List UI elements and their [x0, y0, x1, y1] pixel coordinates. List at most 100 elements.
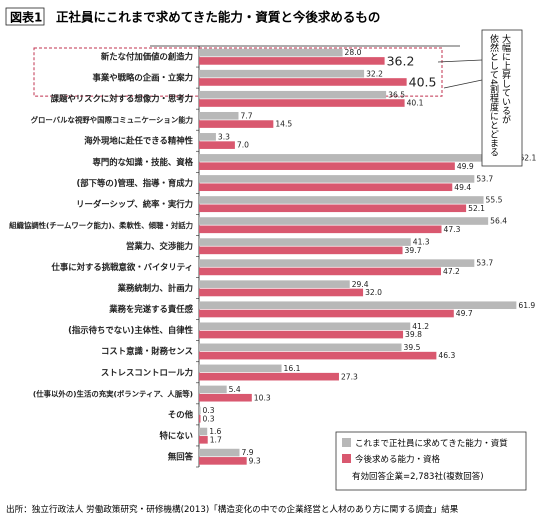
value-label-future: 46.3% — [438, 351, 455, 360]
figure-label: 図表1 — [10, 10, 42, 25]
value-label-past: 16.1% — [284, 364, 301, 373]
value-label-future: 40.1% — [407, 99, 424, 108]
bar-future — [199, 309, 454, 318]
value-label-future: 32.0% — [365, 288, 382, 297]
callout-line-2: 依然として4割程度にとどまる — [488, 33, 499, 157]
bar-past — [199, 175, 475, 183]
bar-past — [199, 448, 240, 457]
value-label-future: 47.3% — [444, 225, 461, 234]
bar-past — [199, 427, 208, 436]
value-label-past: 32.2% — [366, 69, 383, 78]
bar-future — [199, 414, 201, 423]
category-label: リーダーシップ、統率・実行力 — [76, 199, 193, 209]
category-label: グローバルな視野や国際コミュニケーション能力 — [31, 116, 193, 125]
value-label-future: 0.3% — [203, 414, 215, 423]
bar-future — [199, 99, 405, 107]
callout-box — [481, 29, 523, 167]
bar-future — [199, 457, 247, 465]
value-label-past: 29.4% — [352, 280, 369, 289]
callout-line-1: 大幅に上昇しているが — [500, 33, 511, 124]
bar-past — [199, 259, 475, 267]
bar-past — [199, 196, 484, 204]
value-label-past: 28.0% — [345, 48, 362, 57]
bar-future — [199, 78, 407, 86]
bar-future — [199, 246, 403, 255]
value-label-past: 1.6% — [209, 427, 221, 436]
legend-box — [335, 431, 527, 491]
callout: 大幅に上昇しているが 依然として4割程度にとどまる — [437, 29, 523, 167]
legend-note: 有効回答企業=2,783社(複数回答) — [352, 471, 484, 482]
value-label-future: 47.2% — [443, 267, 460, 276]
value-label-past: 55.5% — [486, 196, 503, 205]
value-label-future: 39.7% — [405, 246, 422, 255]
value-label-past: 62.1% — [519, 153, 536, 162]
value-label-future: 9.3% — [249, 456, 261, 465]
category-label: 特にない — [160, 430, 194, 440]
value-label-past: 7.7% — [240, 111, 252, 120]
bar-future — [199, 393, 252, 402]
bar-future — [199, 120, 274, 128]
value-label-past: 41.3% — [413, 238, 430, 247]
bar-past — [199, 111, 239, 120]
source-note: 出所：独立行政法人 労働政策研究・研修機構(2013)「構造変化の中での企業経営… — [6, 503, 459, 515]
category-label: 仕事に対する挑戦意欲・バイタリティ — [50, 262, 193, 272]
category-label: 新たな付加価値の創造力 — [101, 52, 193, 62]
category-label: 業務統制力、計画力 — [117, 283, 193, 293]
value-label-future: 1.7% — [210, 435, 222, 444]
bar-past — [199, 90, 387, 99]
value-label-future: 36.2% — [387, 53, 415, 68]
figure-label-box — [5, 7, 45, 26]
bar-past — [199, 301, 517, 310]
value-label-past: 56.4% — [490, 217, 507, 226]
value-label-past: 61.9% — [518, 301, 535, 310]
value-label-future: 27.3% — [341, 372, 358, 381]
bar-past — [199, 154, 518, 162]
bar-past — [199, 238, 411, 246]
bar-past — [199, 322, 411, 331]
value-label-past: 41.2% — [412, 322, 429, 331]
bar-past — [199, 364, 282, 373]
value-label-past: 36.5% — [388, 90, 405, 99]
category-label: 専門的な知識・技能、資格 — [93, 157, 194, 167]
category-label: (指示待ちでない)主体性、自律性 — [68, 325, 194, 335]
value-label-future: 40.5% — [409, 74, 437, 89]
bar-past — [199, 48, 343, 57]
value-label-past: 53.7% — [476, 175, 493, 184]
category-label: コスト意識・財務センス — [101, 346, 193, 356]
legend-swatch-past — [342, 438, 351, 447]
bar-past — [199, 217, 489, 225]
bar-future — [199, 225, 442, 234]
category-label: その他 — [168, 409, 194, 419]
bar-past — [199, 280, 350, 288]
category-label: 業務を完遂する責任感 — [108, 304, 193, 314]
value-label-future: 7.0% — [237, 141, 249, 150]
value-label-past: 3.3% — [218, 132, 230, 141]
legend: これまで正社員に求めてきた能力・資質 今後求める能力・資格 有効回答企業=2,7… — [335, 431, 527, 491]
category-label: (部下等の)管理、指導・育成力 — [76, 178, 193, 188]
value-label-future: 14.5% — [275, 120, 292, 129]
value-label-future: 49.4% — [454, 183, 471, 192]
category-label: 組織協調性(チームワーク能力)、柔軟性、傾聴・対話力 — [9, 221, 193, 230]
bar-future — [199, 351, 437, 360]
bar-past — [199, 69, 365, 78]
value-label-future: 10.3% — [254, 393, 271, 402]
chart-title: 正社員にこれまで求めてきた能力・資質と今後求めるもの — [56, 10, 380, 25]
bar-past — [199, 343, 402, 352]
bar-past — [199, 406, 201, 415]
legend-label-past: これまで正社員に求めてきた能力・資質 — [355, 438, 508, 449]
category-label: ストレスコントロール力 — [101, 367, 193, 377]
value-label-future: 49.7% — [456, 309, 473, 318]
bar-future — [199, 436, 208, 444]
legend-label-future: 今後求める能力・資格 — [355, 454, 441, 465]
value-label-past: 0.3% — [203, 406, 215, 415]
category-label: 営業力、交渉能力 — [126, 241, 193, 251]
category-label: 課題やリスクに対する想像力・思考力 — [51, 94, 193, 104]
bar-future — [199, 288, 364, 297]
bar-past — [199, 133, 216, 141]
value-label-past: 39.5% — [404, 343, 421, 352]
value-label-future: 49.9% — [457, 162, 474, 171]
callout-pointer-2 — [443, 79, 483, 89]
bar-future — [199, 372, 339, 381]
value-label-past: 53.7% — [476, 259, 493, 268]
